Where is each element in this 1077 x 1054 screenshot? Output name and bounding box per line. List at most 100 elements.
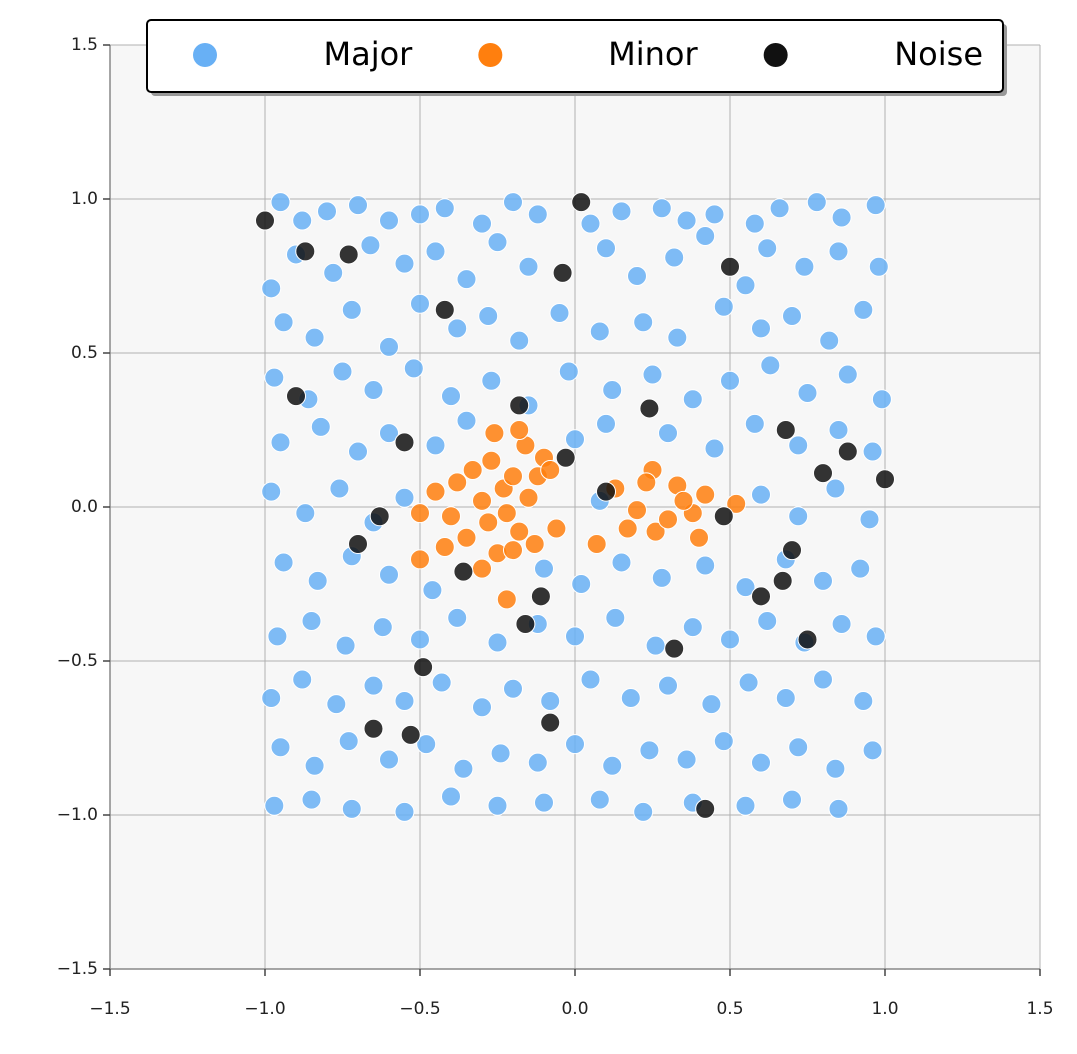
point [487, 795, 508, 816]
legend-label: Major [323, 35, 413, 73]
legend-marker [193, 43, 217, 67]
point [552, 262, 573, 283]
point [456, 527, 477, 548]
point [602, 755, 623, 776]
point [813, 669, 833, 690]
point [757, 238, 778, 259]
point [589, 321, 610, 342]
point [871, 389, 892, 410]
legend: Major Minor Noise [146, 19, 1007, 96]
point [270, 432, 291, 453]
point [472, 697, 492, 718]
point [775, 687, 796, 708]
point [425, 481, 446, 502]
point [546, 518, 567, 539]
point [651, 567, 672, 588]
point [639, 740, 660, 761]
point [760, 355, 781, 376]
legend-box [146, 19, 1004, 93]
point [720, 370, 740, 391]
point [828, 241, 849, 262]
point [813, 463, 833, 484]
point [757, 610, 778, 631]
point [751, 752, 771, 773]
point [264, 367, 285, 388]
point [524, 533, 545, 554]
point [431, 672, 452, 693]
point [540, 460, 561, 481]
point [713, 731, 734, 752]
point [565, 429, 585, 450]
x-tick-label: 1.5 [1026, 999, 1053, 1019]
legend-label: Minor [608, 35, 698, 73]
point [751, 586, 771, 607]
point [394, 432, 415, 453]
point [379, 564, 399, 585]
point [394, 487, 415, 508]
point [503, 192, 523, 213]
point [422, 580, 443, 601]
point [782, 540, 802, 561]
point [348, 441, 368, 462]
point [261, 481, 282, 502]
point [462, 460, 483, 481]
point [797, 629, 818, 650]
y-tick-label: 0.0 [71, 497, 98, 517]
point [341, 299, 362, 320]
point [726, 493, 747, 514]
point [875, 469, 895, 490]
point [292, 669, 313, 690]
point [379, 210, 399, 231]
point [434, 537, 455, 558]
point [744, 213, 765, 234]
point [394, 253, 415, 274]
point [682, 617, 703, 638]
point [682, 389, 703, 410]
point [676, 749, 697, 770]
point [580, 669, 601, 690]
point [735, 795, 756, 816]
point [323, 262, 344, 283]
point [379, 749, 399, 770]
point [527, 752, 548, 773]
point [527, 204, 548, 225]
point [447, 318, 468, 339]
point [865, 195, 886, 216]
point [775, 420, 796, 440]
point [301, 789, 322, 810]
point [403, 358, 424, 379]
point [627, 266, 647, 286]
point [360, 235, 381, 256]
point [261, 278, 282, 299]
point [565, 734, 585, 755]
point [862, 740, 883, 761]
point [819, 330, 840, 351]
point [658, 423, 678, 444]
point [518, 487, 539, 508]
point [434, 198, 455, 219]
point [782, 789, 802, 810]
point [348, 533, 368, 554]
point [565, 626, 585, 647]
point [627, 500, 647, 521]
point [788, 435, 809, 456]
point [410, 204, 430, 225]
point [453, 561, 474, 582]
y-tick-label: 0.5 [71, 343, 98, 363]
point [862, 441, 883, 462]
point [695, 484, 716, 505]
point [441, 386, 461, 407]
point [456, 269, 477, 290]
point [825, 478, 846, 499]
point [270, 192, 291, 213]
point [400, 724, 421, 745]
point [518, 256, 539, 277]
point [394, 691, 415, 712]
point [813, 570, 833, 591]
point [534, 792, 554, 813]
point [853, 299, 874, 320]
point [496, 503, 517, 524]
point [642, 364, 663, 385]
point [751, 318, 771, 339]
